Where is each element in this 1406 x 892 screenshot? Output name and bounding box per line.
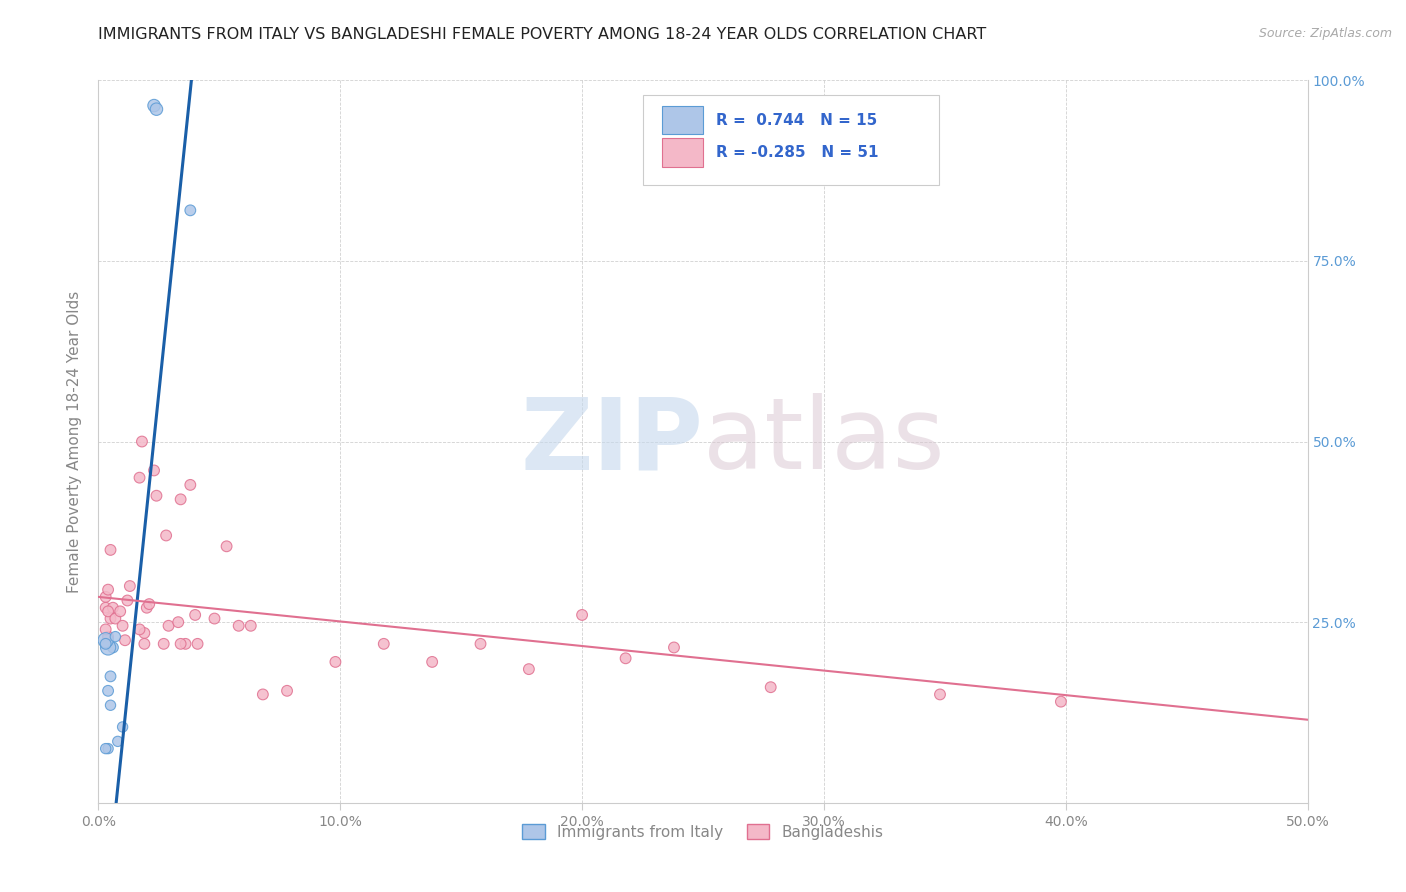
Point <box>325 655 347 669</box>
Point <box>169 637 191 651</box>
Point <box>571 607 593 622</box>
Point <box>94 623 117 637</box>
Point <box>134 626 156 640</box>
Legend: Immigrants from Italy, Bangladeshis: Immigrants from Italy, Bangladeshis <box>516 818 890 846</box>
Point <box>100 669 122 683</box>
Point <box>117 593 139 607</box>
Point <box>215 539 238 553</box>
Point <box>101 640 124 655</box>
Point <box>179 478 201 492</box>
Point <box>470 637 492 651</box>
Point <box>128 470 150 484</box>
Point <box>138 597 160 611</box>
Point <box>662 640 685 655</box>
Point <box>111 619 134 633</box>
Point <box>101 600 124 615</box>
Point <box>239 619 262 633</box>
Text: Source: ZipAtlas.com: Source: ZipAtlas.com <box>1258 27 1392 40</box>
Point <box>114 633 136 648</box>
Point <box>107 734 129 748</box>
Point <box>97 741 120 756</box>
Point <box>143 463 166 477</box>
Point <box>100 698 122 713</box>
Point <box>155 528 177 542</box>
Point <box>100 611 122 625</box>
Point <box>184 607 207 622</box>
Text: atlas: atlas <box>703 393 945 490</box>
Point <box>252 687 274 701</box>
Text: R =  0.744   N = 15: R = 0.744 N = 15 <box>716 112 877 128</box>
Point <box>143 98 166 112</box>
Text: ZIP: ZIP <box>520 393 703 490</box>
Point <box>276 683 298 698</box>
Point <box>1050 695 1073 709</box>
Point <box>97 604 120 618</box>
Point <box>108 604 131 618</box>
FancyBboxPatch shape <box>662 105 703 135</box>
Point <box>94 600 117 615</box>
Point <box>104 611 127 625</box>
FancyBboxPatch shape <box>643 95 939 185</box>
Point <box>134 637 156 651</box>
Text: R = -0.285   N = 51: R = -0.285 N = 51 <box>716 145 879 160</box>
Point <box>179 203 201 218</box>
Point <box>94 633 117 648</box>
Point <box>111 720 134 734</box>
Point <box>97 683 120 698</box>
Point <box>128 623 150 637</box>
Text: IMMIGRANTS FROM ITALY VS BANGLADESHI FEMALE POVERTY AMONG 18-24 YEAR OLDS CORREL: IMMIGRANTS FROM ITALY VS BANGLADESHI FEM… <box>98 27 987 42</box>
Point <box>929 687 952 701</box>
Point <box>135 600 157 615</box>
Point <box>152 637 174 651</box>
Point <box>97 640 120 655</box>
Point <box>614 651 637 665</box>
Point <box>104 630 127 644</box>
Point <box>167 615 190 630</box>
Point <box>174 637 197 651</box>
Point <box>131 434 153 449</box>
Point <box>94 590 117 604</box>
Point <box>97 630 120 644</box>
Point <box>157 619 180 633</box>
Point <box>97 582 120 597</box>
Point <box>759 680 782 694</box>
FancyBboxPatch shape <box>662 138 703 167</box>
Point <box>517 662 540 676</box>
Point <box>145 102 167 116</box>
Point <box>373 637 395 651</box>
Point <box>228 619 250 633</box>
Y-axis label: Female Poverty Among 18-24 Year Olds: Female Poverty Among 18-24 Year Olds <box>67 291 83 592</box>
Point <box>118 579 141 593</box>
Point <box>94 741 117 756</box>
Point <box>204 611 226 625</box>
Point <box>94 637 117 651</box>
Point <box>187 637 209 651</box>
Point <box>100 542 122 557</box>
Point <box>420 655 443 669</box>
Point <box>169 492 191 507</box>
Point <box>145 489 167 503</box>
